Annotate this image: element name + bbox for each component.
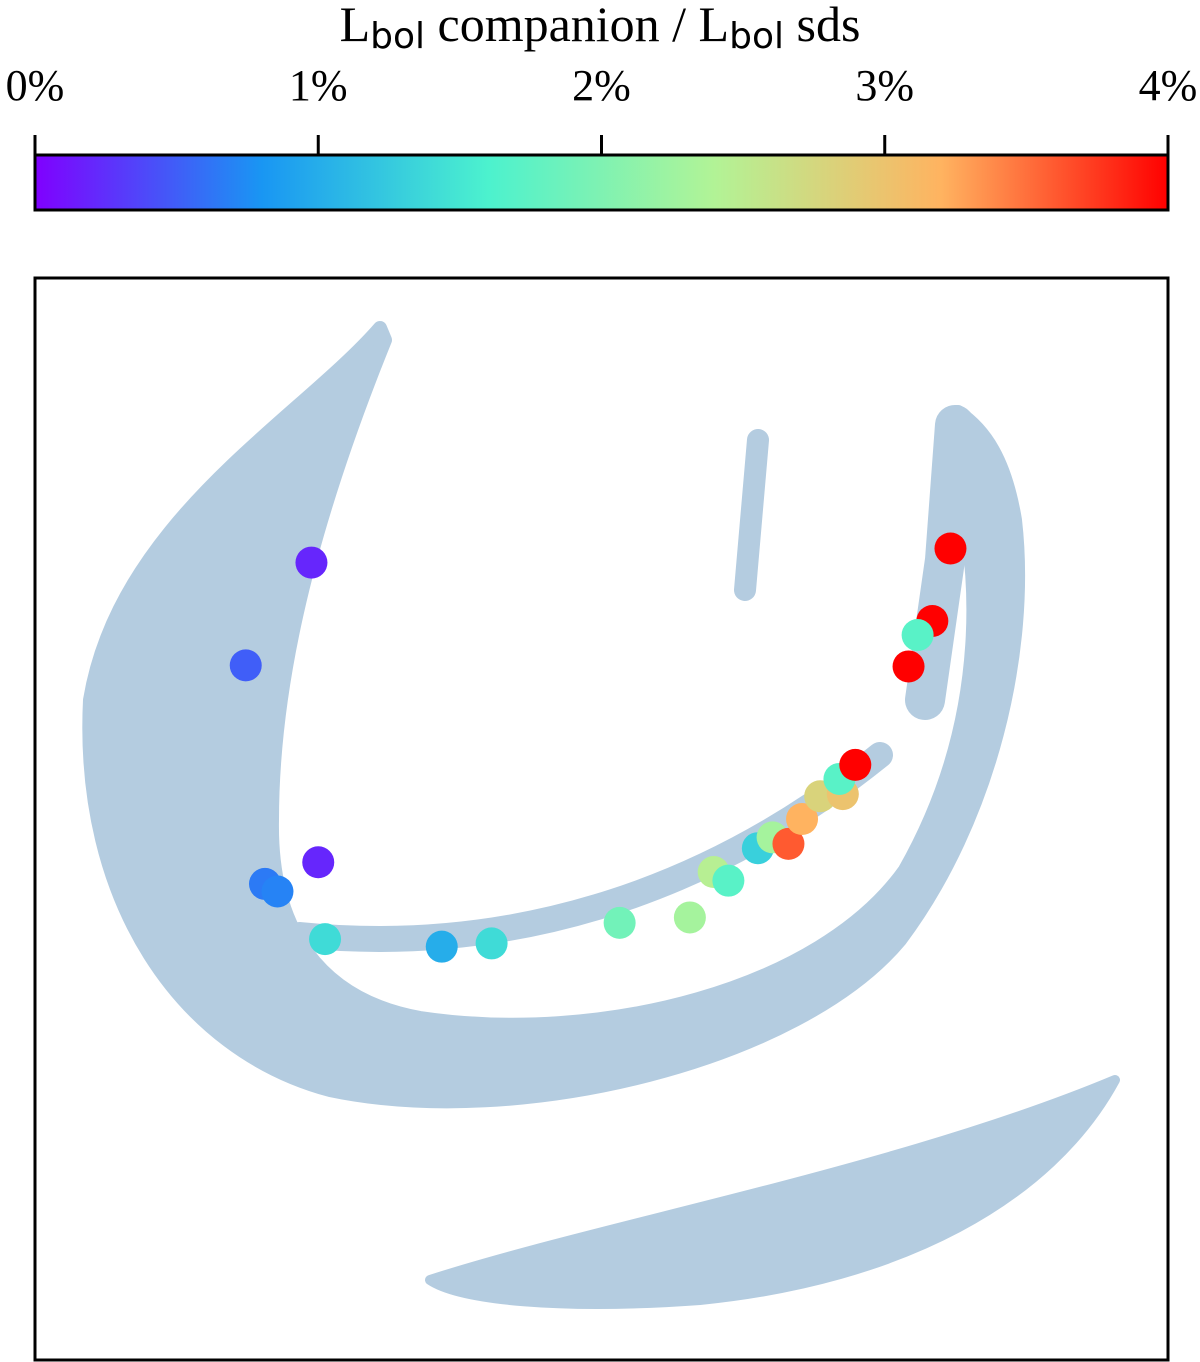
title-part: L bbox=[340, 0, 371, 52]
point bbox=[673, 901, 706, 934]
plot-frame bbox=[33, 276, 1170, 1362]
point bbox=[839, 748, 872, 781]
point bbox=[603, 906, 636, 939]
colorbar-tick-label: 0% bbox=[6, 61, 65, 110]
point bbox=[425, 930, 458, 963]
point bbox=[892, 650, 925, 683]
title-part: bol bbox=[370, 16, 425, 57]
point bbox=[302, 846, 335, 879]
point bbox=[786, 803, 819, 835]
colorbar bbox=[33, 153, 1170, 212]
title-part: sds bbox=[784, 0, 860, 52]
point bbox=[229, 649, 262, 682]
point bbox=[712, 864, 745, 897]
point bbox=[261, 875, 294, 908]
colorbar-tick-label: 4% bbox=[1139, 61, 1198, 110]
colorbar-tick-label: 3% bbox=[855, 61, 914, 110]
point bbox=[475, 927, 508, 960]
point bbox=[295, 546, 328, 579]
colorbar-title: Lbol companion / Lbol sds bbox=[340, 0, 861, 57]
point bbox=[934, 532, 967, 565]
title-part: companion / L bbox=[425, 0, 729, 52]
background-cloud bbox=[82, 321, 1120, 1309]
point bbox=[772, 827, 805, 860]
colorbar-tick-label: 2% bbox=[572, 61, 631, 110]
title-part: bol bbox=[729, 16, 784, 57]
colorbar-tick-label: 1% bbox=[289, 61, 348, 110]
point bbox=[309, 923, 342, 956]
point bbox=[901, 619, 934, 652]
